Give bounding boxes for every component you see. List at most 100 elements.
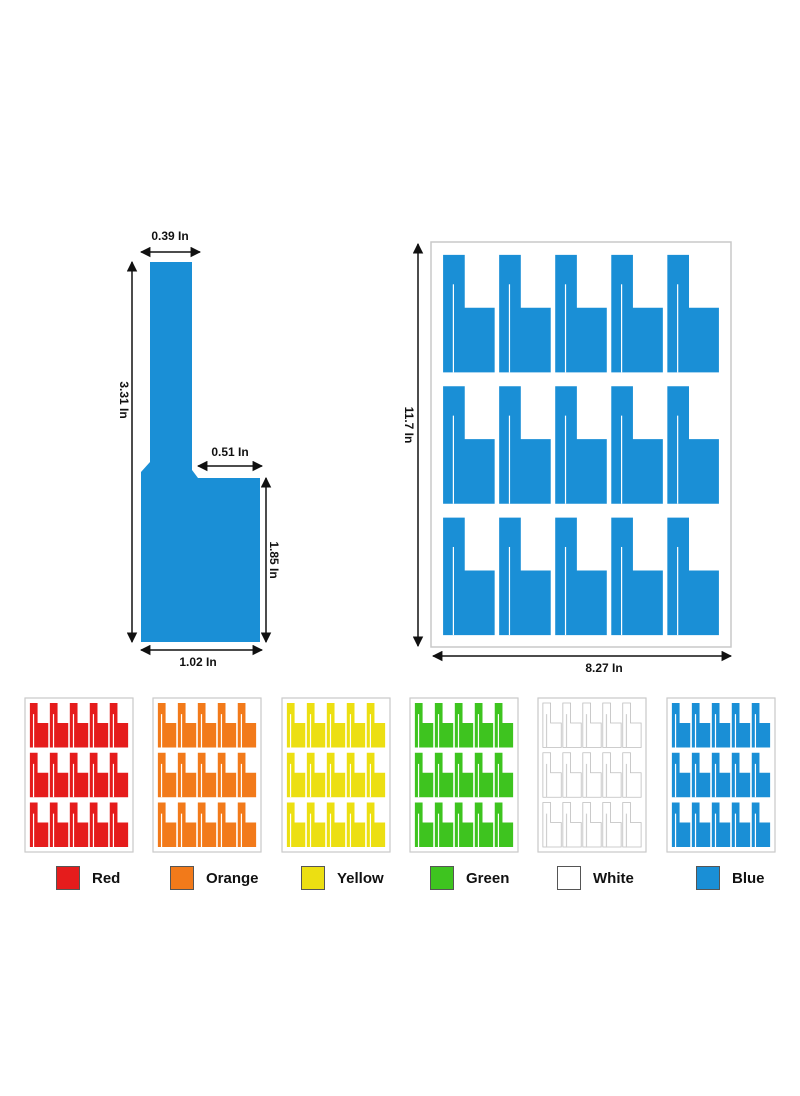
color-sheet-label <box>109 802 129 847</box>
dimension-label-height: 3.31 In <box>117 381 131 418</box>
sheet-label <box>443 254 495 373</box>
color-sheet-label <box>562 802 582 848</box>
color-sheet-label <box>562 752 582 798</box>
color-sheet-label <box>306 802 326 847</box>
sheet-label <box>499 386 551 504</box>
color-sheet-label <box>622 802 642 848</box>
color-sheet-label <box>414 802 434 847</box>
color-sheet-label <box>49 703 69 748</box>
sheet-label <box>667 386 719 504</box>
color-sheet-label <box>109 703 129 748</box>
single-label-diagram: 0.39 In 3.31 In 0.51 In 1.85 In 1.02 In <box>117 229 281 669</box>
color-sheet-label <box>494 752 514 798</box>
color-sheet-label <box>691 703 711 748</box>
color-sheet-label <box>69 802 89 847</box>
swatch-white: White <box>557 866 634 890</box>
swatch-yellow: Yellow <box>301 866 384 890</box>
swatch-orange: Orange <box>170 866 259 890</box>
color-sheet-label <box>691 802 711 847</box>
color-sheet-label <box>157 802 177 847</box>
color-sheet-label <box>346 802 366 847</box>
color-sheet-label <box>197 802 217 847</box>
color-sheet-label <box>177 802 197 847</box>
color-sheet-label <box>434 752 454 798</box>
color-sheet-label <box>602 702 622 748</box>
color-sheet-label <box>751 802 771 847</box>
dimension-label-flag-height: 1.85 In <box>267 541 281 578</box>
color-sheet-label <box>582 702 602 748</box>
color-sheet-label <box>582 802 602 848</box>
color-sheet-label <box>582 752 602 798</box>
color-sheet-label <box>711 802 731 847</box>
color-sheet-label <box>474 802 494 847</box>
swatch-label: Yellow <box>337 869 384 887</box>
color-sheet-label <box>346 703 366 748</box>
color-sheet-label <box>414 703 434 748</box>
color-sheet-label <box>731 703 751 748</box>
sheet-label <box>443 386 495 504</box>
color-sheet-label <box>366 703 386 748</box>
swatch-label: Blue <box>732 869 765 887</box>
color-sheet-label <box>671 703 691 748</box>
color-sheet-label <box>217 802 237 847</box>
color-sheet-label <box>286 703 306 748</box>
sheet-label <box>555 254 607 373</box>
color-sheet-label <box>562 702 582 748</box>
color-sheet-label <box>326 703 346 748</box>
color-sheet-label <box>691 752 711 798</box>
color-sheet-label <box>731 752 751 798</box>
color-sheet-label <box>474 752 494 798</box>
color-sheet-label <box>326 802 346 847</box>
sheet-label <box>555 517 607 636</box>
color-sheet-label <box>286 752 306 798</box>
color-sheet-label <box>49 802 69 847</box>
color-sheet-label <box>671 752 691 798</box>
dimension-label-sheet-width: 8.27 In <box>585 661 622 675</box>
swatch-green: Green <box>430 866 509 890</box>
sheet-label <box>611 517 663 636</box>
color-sheet-label <box>454 752 474 798</box>
color-sheet-label <box>29 752 49 798</box>
swatch-box <box>56 866 80 890</box>
sheet-label <box>499 254 551 373</box>
color-sheet-label <box>286 802 306 847</box>
color-sheet-label <box>602 802 622 848</box>
color-sheet-label <box>366 802 386 847</box>
color-sheet-label <box>217 703 237 748</box>
color-sheet-label <box>306 703 326 748</box>
color-sheet-label <box>29 703 49 748</box>
color-sheet-label <box>711 703 731 748</box>
dimension-label-top-width: 0.39 In <box>151 229 188 243</box>
color-sheet-label <box>49 752 69 798</box>
swatch-red: Red <box>56 866 120 890</box>
color-sheet-label <box>454 703 474 748</box>
label-sheet-labels <box>443 254 719 636</box>
color-sheet-label <box>306 752 326 798</box>
color-sheet-label <box>494 703 514 748</box>
sheet-label <box>611 254 663 373</box>
color-sheet-label <box>217 752 237 798</box>
color-sheet-label <box>434 703 454 748</box>
color-sheet-label <box>494 802 514 847</box>
dimension-label-bottom-width: 1.02 In <box>179 655 216 669</box>
color-sheet-label <box>326 752 346 798</box>
swatch-label: Red <box>92 869 121 887</box>
swatch-box <box>430 866 454 890</box>
sheet-label <box>611 386 663 504</box>
color-sheet-label <box>751 752 771 798</box>
swatch-box <box>170 866 194 890</box>
swatch-label: Orange <box>206 869 259 887</box>
color-sheets <box>24 697 776 853</box>
color-sheet-label <box>622 702 642 748</box>
color-sheet-label <box>474 703 494 748</box>
dimension-label-step: 0.51 In <box>211 445 248 459</box>
color-sheet-label <box>197 752 217 798</box>
color-sheet-label <box>177 752 197 798</box>
color-sheet-label <box>69 752 89 798</box>
color-sheet-label <box>237 752 257 798</box>
color-sheet-label <box>434 802 454 847</box>
color-sheet-label <box>622 752 642 798</box>
color-sheet-label <box>366 752 386 798</box>
color-sheet-label <box>157 752 177 798</box>
